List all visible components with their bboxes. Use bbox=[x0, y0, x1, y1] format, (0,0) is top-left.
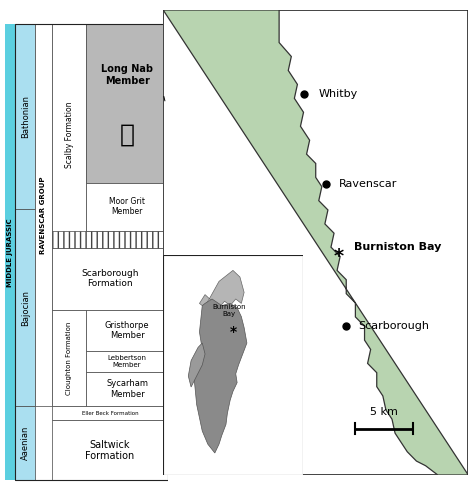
Text: Aaenian: Aaenian bbox=[21, 426, 30, 460]
Text: *: * bbox=[229, 325, 236, 339]
Bar bbox=[87, 372, 168, 406]
Text: Burniston
Bay: Burniston Bay bbox=[212, 304, 245, 316]
Text: Bathonian: Bathonian bbox=[21, 96, 30, 138]
Bar bbox=[52, 406, 168, 420]
Text: Cloughton Formation: Cloughton Formation bbox=[66, 322, 72, 394]
Bar bbox=[52, 310, 87, 406]
Polygon shape bbox=[188, 343, 205, 387]
Polygon shape bbox=[163, 10, 468, 475]
Text: MIDDLE JURASSIC: MIDDLE JURASSIC bbox=[7, 218, 13, 286]
Text: *: * bbox=[333, 247, 344, 266]
Bar bbox=[15, 406, 35, 480]
Bar bbox=[35, 24, 52, 406]
Text: ✊: ✊ bbox=[120, 123, 135, 147]
Text: Scalby Formation: Scalby Formation bbox=[65, 102, 74, 168]
Bar bbox=[5, 24, 15, 480]
Text: Ravenscar: Ravenscar bbox=[339, 180, 397, 190]
Text: Scarborough
Formation: Scarborough Formation bbox=[81, 269, 139, 288]
Bar bbox=[87, 351, 168, 372]
Text: Lebbertson
Member: Lebbertson Member bbox=[108, 355, 147, 368]
Text: Long Nab
Member: Long Nab Member bbox=[101, 64, 153, 86]
Text: Gristhorpe
Member: Gristhorpe Member bbox=[105, 320, 149, 340]
Text: Saltwick
Formation: Saltwick Formation bbox=[85, 440, 135, 461]
Bar bbox=[52, 24, 87, 245]
Text: RAVENSCAR GROUP: RAVENSCAR GROUP bbox=[41, 176, 46, 254]
Bar bbox=[87, 183, 168, 231]
Bar bbox=[87, 310, 168, 351]
Bar bbox=[52, 231, 168, 248]
Text: Bajocian: Bajocian bbox=[21, 290, 30, 326]
Text: Eller Beck Formation: Eller Beck Formation bbox=[82, 410, 138, 416]
Text: Moor Grit
Member: Moor Grit Member bbox=[109, 197, 145, 216]
Bar bbox=[15, 24, 35, 209]
Bar bbox=[15, 209, 35, 406]
Bar bbox=[52, 248, 168, 310]
Polygon shape bbox=[194, 299, 247, 453]
Polygon shape bbox=[200, 270, 244, 308]
Text: Sycarham
Member: Sycarham Member bbox=[106, 380, 148, 399]
Bar bbox=[87, 24, 168, 183]
Text: 5 km: 5 km bbox=[370, 407, 398, 417]
Text: Whitby: Whitby bbox=[319, 88, 358, 99]
Bar bbox=[52, 420, 168, 480]
Text: Scarborough: Scarborough bbox=[359, 321, 429, 331]
Text: Burniston Bay: Burniston Bay bbox=[354, 242, 441, 252]
